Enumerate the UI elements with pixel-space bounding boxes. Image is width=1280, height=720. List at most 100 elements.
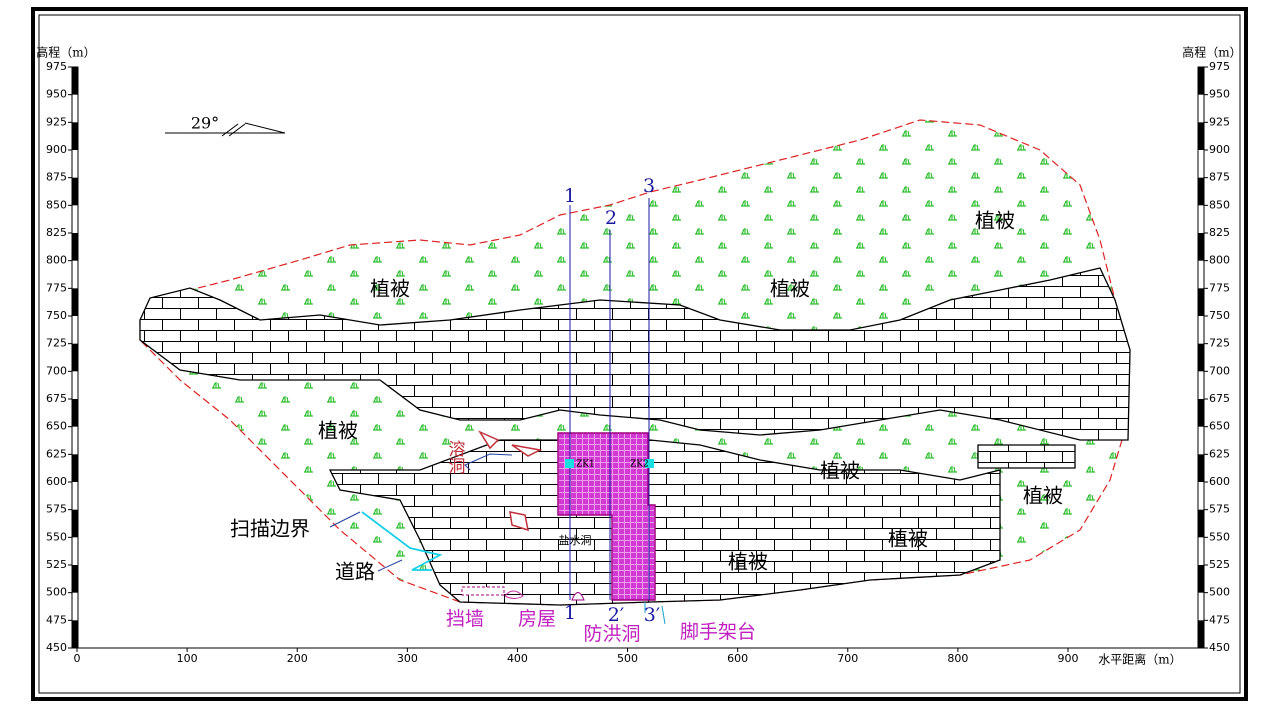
y-tick-label: 575 [1209,503,1230,516]
dip-symbol [165,122,286,137]
x-tick-label: 900 [1058,652,1079,665]
y-tick-label: 650 [46,420,67,433]
x-tick-label: 100 [177,652,198,665]
y-tick-label: 600 [46,475,67,488]
vegetation-label: 植被 [370,277,410,301]
section-top-label: 3 [643,175,655,197]
ruler-segment [72,620,78,648]
karst-cave-label: 溶洞 [445,440,466,474]
road-label: 道路 [335,560,375,584]
x-tick-label: 500 [617,652,638,665]
ruler-segment [1198,343,1204,372]
ruler-segment [72,399,78,427]
y-tick-label: 875 [1209,171,1230,184]
vegetation-label: 植被 [770,277,810,301]
axis-title: 水平距离（m） [1098,652,1181,667]
y-tick-label: 850 [1209,198,1230,211]
ruler-segment [72,343,78,372]
y-tick-label: 850 [46,198,67,211]
ruler-segment [1198,399,1204,427]
dip-label: 29° [191,114,219,133]
y-tick-label: 475 [46,613,67,626]
ruler-segment [72,288,78,316]
y-tick-label: 750 [46,309,67,322]
y-tick-label: 950 [1209,88,1230,101]
y-tick-label: 650 [1209,420,1230,433]
borehole-label: ZK1 [576,460,595,470]
flood-tunnel-label: 防洪洞 [583,623,640,645]
ruler-segment [1198,177,1204,206]
y-tick-label: 900 [1209,143,1230,156]
scaffold-label: 脚手架台 [680,621,756,643]
y-tick-label: 550 [1209,530,1230,543]
ruler-segment [1198,288,1204,316]
ruler-segment [1198,620,1204,648]
ruler-segment [72,67,78,95]
y-tick-label: 600 [1209,475,1230,488]
x-tick-label: 300 [397,652,418,665]
vegetation-label: 植被 [820,459,860,483]
x-tick-label: 200 [287,652,308,665]
ruler-segment [1198,122,1204,150]
karst-caves [478,430,543,532]
scan-boundary-label: 扫描边界 [230,517,310,541]
y-tick-label: 925 [1209,115,1230,128]
y-tick-label: 700 [46,364,67,377]
x-tick-label: 700 [837,652,858,665]
survey-zone [557,432,656,601]
y-tick-label: 525 [1209,558,1230,571]
vegetation-label: 植被 [888,527,928,551]
y-tick-label: 675 [46,392,67,405]
y-tick-label: 725 [46,337,67,350]
borehole [645,459,654,468]
y-tick-label: 500 [46,586,67,599]
y-tick-label: 500 [1209,586,1230,599]
y-tick-label: 475 [1209,613,1230,626]
y-tick-label: 450 [1209,641,1230,654]
axis-title: 高程（m） [1182,45,1241,60]
ruler-segment [72,454,78,482]
axis-title: 高程（m） [36,45,95,60]
y-tick-label: 675 [1209,392,1230,405]
ruler-segment [1198,454,1204,482]
ruler-segment [72,177,78,206]
x-tick-label: 400 [507,652,528,665]
section-bottom-label: 2′ [608,604,624,626]
x-tick-label: 800 [947,652,968,665]
vegetation-label: 植被 [1023,484,1063,508]
section-bottom-label: 1 [564,602,576,624]
x-tick-label: 600 [727,652,748,665]
borehole-label: ZK2 [630,460,649,470]
leader-lines [644,602,666,625]
limestone-upper [139,267,1131,441]
ruler-segment [72,565,78,593]
borehole [565,459,574,468]
section-bottom-label: 3′ [644,604,660,626]
y-tick-label: 825 [1209,226,1230,239]
y-tick-label: 550 [46,530,67,543]
road [361,511,443,571]
vegetation-label: 植被 [975,209,1015,233]
outer-frame [31,7,1248,701]
ruler-segment [72,509,78,538]
retaining-wall-label: 挡墙 [446,608,484,630]
y-tick-label: 925 [46,115,67,128]
y-tick-label: 450 [46,641,67,654]
y-tick-label: 750 [1209,309,1230,322]
ruler-segment [1198,233,1204,261]
y-tick-label: 975 [46,60,67,73]
x-tick-label: 0 [74,652,81,665]
house-label: 房屋 [518,608,556,630]
ruler-segment [1198,509,1204,538]
y-tick-label: 800 [46,254,67,267]
y-tick-label: 700 [1209,364,1230,377]
vegetation-label: 植被 [318,419,358,443]
y-tick-label: 625 [46,447,67,460]
water-cave-label: 盐水洞 [559,534,592,547]
leader-lines [329,453,513,572]
section-top-label: 2 [605,207,617,229]
inner-frame [38,14,1241,694]
y-tick-label: 525 [46,558,67,571]
